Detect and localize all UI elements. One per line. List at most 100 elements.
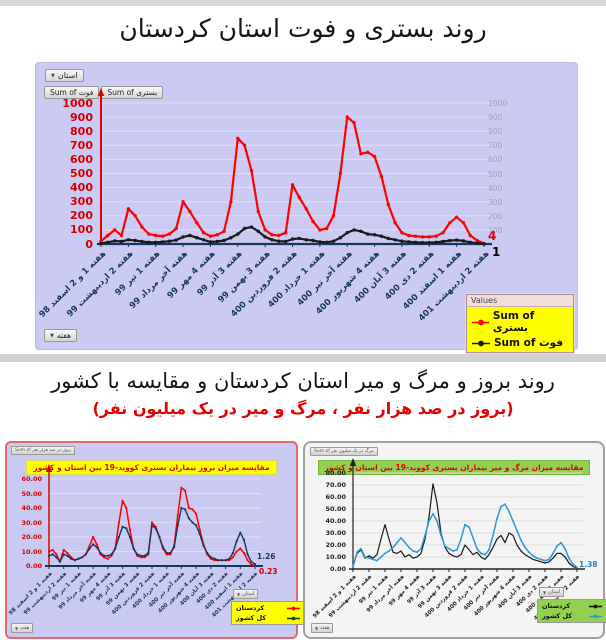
right-y-tick-label: 500 [488,169,503,179]
main-legend: Values Sum of بستری Sum of فوت [466,294,574,353]
province-filter-button[interactable]: ▼ استان [45,69,84,82]
incidence-y-axis-labels: 0.00 10.00 20.00 30.00 40.00 50.00 60.00 [7,443,45,637]
y-tick-label: 10.00 [21,547,42,556]
main-chart-panel: ▼ استان Sum of فوت Sum of بستری 0 100 200 3… [35,62,578,353]
week-axis-label: هفته [56,331,71,340]
legend-item-country: کل کشور [542,612,602,620]
sum-of-deaths-button[interactable]: Sum of فوت [44,86,100,99]
country-line-marker-icon [287,616,300,620]
page-title: روند بستری و فوت استان کردستان [119,14,487,43]
right-y-tick-label: 800 [488,127,503,137]
filter-icon: ▼ [237,591,241,597]
deaths-end-value: 1 [492,245,501,259]
y-tick-label: 900 [70,110,93,124]
y-tick-label: 200 [70,209,93,223]
main-y-axis-labels: 0 100 200 300 400 500 600 700 800 900 1000 [36,63,96,349]
week-axis-label: هفته [320,625,330,631]
filter-icon: ▼ [543,589,547,595]
y-tick-label: 1000 [62,96,93,110]
filter-label: استان [548,589,561,595]
y-tick-label: 40.00 [21,504,42,512]
main-chart-plot [97,88,492,247]
legend-item-kurdistan: کردستان [236,604,300,612]
mortality-y-axis-labels: 0.00 10.00 20.00 30.00 40.00 50.00 60.00 70.00 8… [305,443,349,637]
incidence-province-filter-button[interactable]: ▼ استان [233,589,259,599]
week-axis-button[interactable]: ▼ هفته [44,329,77,342]
y-tick-label: 0.00 [329,565,346,573]
section-divider [0,354,606,362]
incidence-sum-field-button[interactable]: Sum of بروز در صد هزار نفر [11,446,75,455]
secondary-title: روند بروز و مرگ و میر استان کردستان و مق… [51,369,555,393]
y-tick-label: 70.00 [325,481,346,489]
right-y-tick-label: 600 [488,155,503,165]
y-tick-label: 10.00 [325,553,346,561]
right-y-tick-label: 400 [488,183,503,193]
y-tick-label: 700 [70,138,93,152]
mortality-chart-plot [349,458,585,572]
week-axis-label: هفته [20,625,30,631]
y-tick-label: 500 [70,167,93,180]
y-tick-label: 50.00 [21,489,42,498]
y-tick-label: 400 [70,181,93,195]
mortality-sum-field-button[interactable]: Sum of مرگ در یک میلیون نفر [310,447,378,456]
province-filter-label: استان [57,71,78,80]
mortality-chart-panel: Sum of مرگ در یک میلیون نفر مقایسه میزان… [303,441,606,639]
right-y-tick-label: 300 [488,197,503,207]
y-tick-label: 0.00 [25,562,42,570]
admissions-line-marker-icon [472,319,489,325]
y-tick-label: 30.00 [325,529,346,537]
filter-label: استان [242,591,255,597]
legend-item-admissions: Sum of بستری [472,310,568,334]
y-tick-label: 60.00 [21,475,42,483]
secondary-subtitle: (بروز در صد هزار نفر ، مرگ و میر در یک م… [92,399,514,418]
legend-label: کردستان [236,604,265,612]
legend-label: Sum of بستری [492,310,535,334]
legend-label: کردستان [542,602,571,610]
y-tick-label: 40.00 [325,517,346,525]
kurdistan-line-marker-icon [287,606,300,610]
incidence-chart-plot [45,464,263,569]
legend-item-kurdistan: کردستان [542,602,602,610]
mortality-week-axis-button[interactable]: ▼ هفته [311,623,334,633]
legend-label: کل کشور [542,612,573,620]
mortality-legend: کردستان کل کشور [537,599,606,623]
country-line-marker-icon [589,614,602,618]
top-divider [0,0,606,6]
incidence-legend: کردستان کل کشور [231,601,305,625]
dropdown-icon: ▼ [50,332,54,339]
kurdistan-line-marker-icon [589,604,602,608]
y-tick-label: 20.00 [21,533,42,541]
y-tick-label: 0 [85,237,93,251]
main-right-axis-labels: 100 200 300 400 500 600 700 800 900 1000 [488,63,528,349]
y-tick-label: 300 [70,195,93,209]
incidence-chart-panel: Sum of بروز در صد هزار نفر مقایسه میزان … [5,441,305,639]
right-y-tick-label: 100 [488,225,503,235]
filter-icon: ▼ [51,72,55,79]
legend-title: Values [467,295,573,307]
country-incidence-end-value: 1.26 [257,552,276,561]
y-tick-label: 20.00 [325,541,346,549]
legend-label: کل کشور [236,614,267,622]
mortality-chart-title: مقایسه میزان مرگ و میر بیماران بستری کوو… [305,455,603,475]
right-y-tick-label: 700 [488,141,503,151]
y-tick-label: 100 [70,223,93,237]
province-incidence-end-value: 0.23 [259,567,278,576]
y-tick-label: 30.00 [21,518,42,527]
legend-item-deaths: Sum of فوت [472,337,568,349]
y-tick-label: 600 [70,152,93,166]
country-mortality-end-value: 1.38 [579,560,598,569]
deaths-line-marker-icon [472,340,490,346]
legend-body: Sum of بستری Sum of فوت [467,307,573,352]
y-tick-label: 60.00 [325,493,346,501]
incidence-week-axis-button[interactable]: ▼ هفته [11,623,34,633]
legend-item-country: کل کشور [236,614,300,622]
admissions-end-value: 4 [488,229,497,243]
dropdown-icon: ▼ [315,625,319,631]
dropdown-icon: ▼ [15,625,19,631]
legend-label: Sum of فوت [494,337,564,349]
incidence-chart-title: مقایسه میزان بروز بیماران بستری کووید-19… [7,455,296,475]
right-y-tick-label: 1000 [488,99,508,108]
y-tick-label: 80.00 [325,469,346,477]
mortality-province-filter-button[interactable]: ▼ استان [539,587,565,597]
